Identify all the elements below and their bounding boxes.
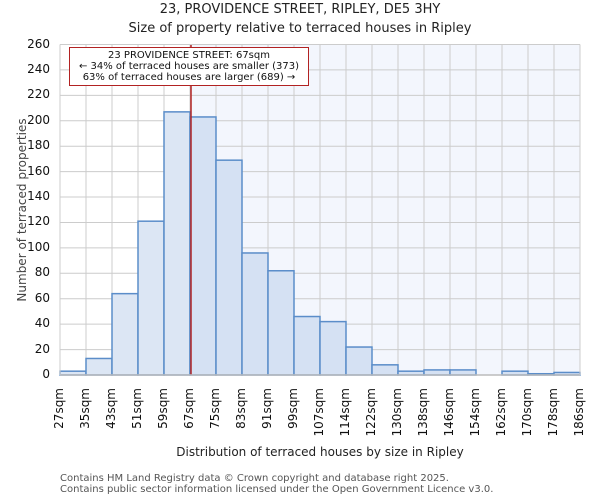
x-tick-label: 107sqm bbox=[312, 388, 326, 437]
y-tick-label: 180 bbox=[27, 138, 50, 153]
histogram-bar bbox=[111, 292, 139, 376]
x-tick-label: 170sqm bbox=[520, 388, 534, 437]
x-tick-label: 130sqm bbox=[390, 388, 404, 437]
x-tick-label: 99sqm bbox=[286, 388, 300, 429]
x-tick-label: 43sqm bbox=[104, 388, 118, 429]
x-tick-label: 186sqm bbox=[572, 388, 586, 437]
y-tick-label: 0 bbox=[42, 367, 50, 381]
annotation-line-2: ← 34% of terraced houses are smaller (37… bbox=[78, 61, 300, 72]
y-tick-label: 100 bbox=[27, 239, 50, 254]
x-tick-label: 154sqm bbox=[468, 388, 482, 437]
histogram-bar bbox=[449, 369, 477, 376]
x-tick-label: 83sqm bbox=[234, 388, 248, 429]
histogram-bar bbox=[163, 111, 191, 376]
y-tick-label: 80 bbox=[34, 265, 50, 280]
x-tick-label: 178sqm bbox=[546, 388, 560, 437]
chart-title: 23, PROVIDENCE STREET, RIPLEY, DE5 3HY bbox=[159, 2, 441, 17]
y-tick-label: 200 bbox=[27, 112, 50, 127]
x-tick-label: 91sqm bbox=[260, 388, 274, 429]
x-axis-label: Distribution of terraced houses by size … bbox=[176, 445, 464, 459]
y-tick-label: 160 bbox=[27, 163, 50, 178]
histogram-bar bbox=[267, 270, 295, 376]
y-tick-label: 120 bbox=[27, 214, 50, 229]
property-annotation-box: 23 PROVIDENCE STREET: 67sqm ← 34% of ter… bbox=[69, 47, 309, 86]
y-tick-label: 240 bbox=[27, 61, 50, 76]
x-tick-label: 27sqm bbox=[52, 388, 66, 429]
x-tick-label: 146sqm bbox=[442, 388, 456, 437]
histogram-bar bbox=[137, 220, 165, 376]
chart-subtitle: Size of property relative to terraced ho… bbox=[128, 21, 472, 36]
histogram-bar bbox=[293, 315, 321, 376]
x-tick-label: 138sqm bbox=[416, 388, 430, 437]
y-tick-label: 260 bbox=[27, 36, 50, 51]
x-tick-label: 51sqm bbox=[130, 388, 144, 429]
annotation-line-1: 23 PROVIDENCE STREET: 67sqm bbox=[108, 50, 270, 61]
y-tick-label: 20 bbox=[34, 341, 50, 356]
x-tick-label: 67sqm bbox=[182, 388, 196, 429]
histogram-bar bbox=[215, 159, 243, 376]
x-tick-label: 35sqm bbox=[78, 388, 92, 429]
histogram-bar bbox=[345, 346, 373, 376]
y-tick-label: 140 bbox=[27, 189, 50, 204]
histogram-bar bbox=[189, 116, 217, 376]
x-tick-label: 75sqm bbox=[208, 388, 222, 429]
y-tick-label: 60 bbox=[34, 290, 50, 305]
footer-copyright: Contains HM Land Registry data © Crown c… bbox=[60, 473, 449, 484]
histogram-bar bbox=[371, 364, 399, 376]
y-tick-label: 220 bbox=[27, 87, 50, 102]
y-axis-label: Number of terraced properties bbox=[15, 118, 29, 302]
histogram-bar bbox=[319, 320, 347, 376]
x-tick-label: 162sqm bbox=[494, 388, 508, 437]
histogram-bar bbox=[85, 357, 113, 376]
x-tick-label: 59sqm bbox=[156, 388, 170, 429]
histogram-bar bbox=[423, 369, 451, 376]
y-tick-label: 40 bbox=[34, 316, 50, 331]
footer-licence: Contains public sector information licen… bbox=[60, 484, 494, 495]
histogram-bar bbox=[241, 252, 269, 376]
annotation-line-3: 63% of terraced houses are larger (689) … bbox=[82, 72, 296, 83]
x-tick-label: 114sqm bbox=[338, 388, 352, 437]
x-tick-label: 122sqm bbox=[364, 388, 378, 437]
